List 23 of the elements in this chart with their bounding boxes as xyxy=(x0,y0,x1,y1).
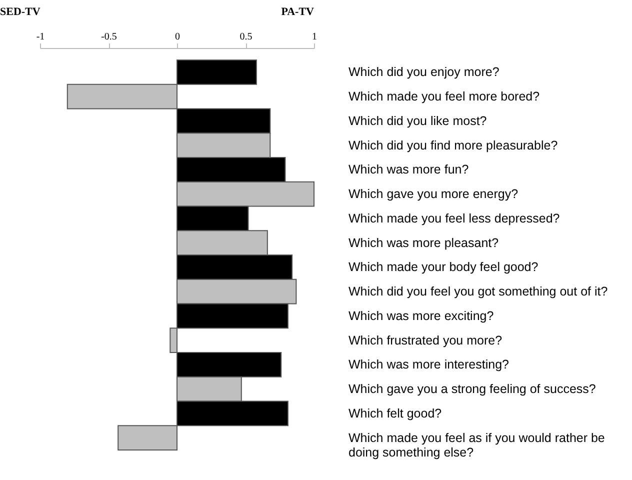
y-tick-label: Which was more fun? xyxy=(348,162,469,177)
y-tick-label: Which did you feel you got something out of it? xyxy=(348,284,608,299)
y-tick-label: Which made your body feel good? xyxy=(348,260,538,274)
x-tick-label: 0 xyxy=(175,32,180,42)
y-tick-label: Which was more pleasant? xyxy=(348,236,499,250)
x-tick-label: 1 xyxy=(312,32,317,42)
y-tick-label: Which did you like most? xyxy=(348,114,487,128)
x-tick-label: -0.5 xyxy=(101,32,117,42)
x-tick-label: 0.5 xyxy=(240,32,252,42)
y-tick-label: Which was more interesting? xyxy=(348,358,510,372)
y-tick-label: Which felt good? xyxy=(348,406,442,420)
text: PA-TV xyxy=(281,6,314,18)
y-tick-label: Which did you find more pleasurable? xyxy=(348,138,558,152)
y-tick-label: Which gave you more energy? xyxy=(348,187,518,202)
text: SED-TV xyxy=(0,6,40,18)
y-tick-label: Which frustrated you more? xyxy=(348,333,502,348)
y-tick-label: Which gave you a strong feeling of success? xyxy=(348,382,596,396)
y-tick-label: Which did you enjoy more? xyxy=(348,65,500,80)
y-tick-label: Which made you feel as if you would rather be doing something else? xyxy=(348,430,605,460)
y-tick-label: Which made you feel more bored? xyxy=(348,90,540,104)
y-tick-label: Which was more exciting? xyxy=(348,308,494,323)
x-tick-label: -1 xyxy=(36,32,45,42)
y-tick-label: Which made you feel less depressed? xyxy=(348,211,560,226)
